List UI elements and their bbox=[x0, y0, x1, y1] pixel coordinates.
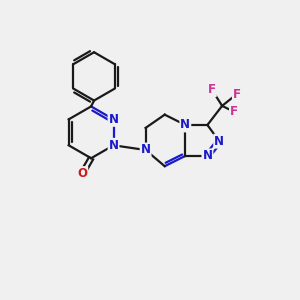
Text: N: N bbox=[214, 135, 224, 148]
Text: F: F bbox=[208, 83, 216, 96]
Text: F: F bbox=[230, 105, 238, 118]
Text: N: N bbox=[109, 113, 118, 126]
Text: N: N bbox=[141, 143, 151, 157]
Text: O: O bbox=[77, 167, 87, 180]
Text: N: N bbox=[109, 139, 118, 152]
Text: N: N bbox=[202, 149, 212, 162]
Text: F: F bbox=[233, 88, 241, 100]
Text: N: N bbox=[180, 118, 190, 131]
